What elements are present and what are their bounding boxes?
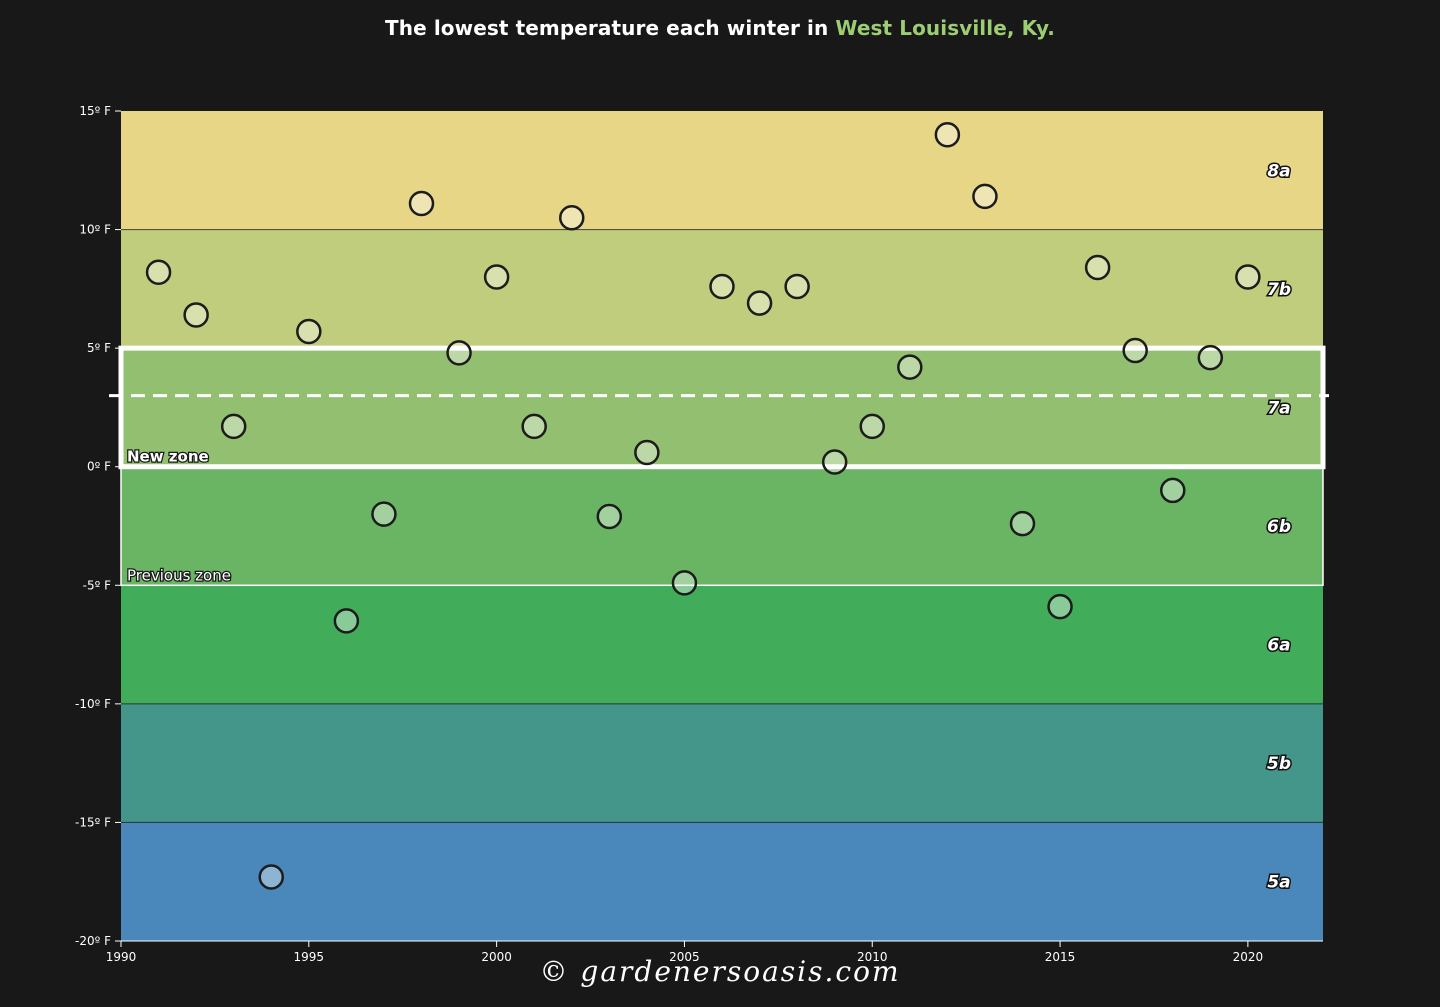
x-tick-label: 2010 [857, 950, 888, 964]
data-point-2015 [1047, 593, 1073, 620]
data-point-2012 [934, 121, 961, 148]
zone-label-7a: 7a [1267, 398, 1290, 418]
data-point-2013 [972, 183, 998, 210]
x-tick-label: 1990 [106, 950, 137, 964]
previous-zone-label: Previous zone [127, 566, 231, 584]
data-point-2000 [483, 264, 510, 290]
zone-band-5a [121, 822, 1323, 941]
y-tick-label: -5º F [83, 578, 111, 592]
data-point-2002 [559, 204, 585, 231]
data-point-1999 [446, 340, 472, 366]
zone-band-6b [121, 466, 1323, 586]
chart-title: The lowest temperature each winter in We… [0, 16, 1440, 40]
data-point-2006 [709, 273, 735, 300]
new-zone-outline [118, 345, 1326, 470]
data-point-2009 [821, 449, 848, 475]
data-point-1996 [333, 608, 360, 634]
zone-label-7b: 7b [1267, 280, 1291, 300]
data-point-2011 [897, 354, 923, 380]
data-point-2016 [1084, 254, 1111, 281]
zone-label-6b: 6b [1267, 517, 1291, 537]
data-point-1997 [371, 501, 397, 527]
zone-bands [121, 111, 1323, 941]
data-point-2018 [1160, 477, 1186, 504]
zone-labels: 8a 7b 7a 6b 6a 5b 5a [1266, 160, 1293, 894]
data-point-1993 [220, 413, 247, 440]
data-point-2017 [1122, 337, 1148, 364]
data-point-2010 [859, 413, 885, 440]
data-point-2014 [1009, 510, 1036, 537]
data-point-1994 [258, 864, 284, 890]
zone-band-7b [121, 229, 1323, 349]
data-point-1998 [408, 190, 435, 217]
zone-label-5a: 5a [1267, 873, 1290, 893]
data-point-2003 [596, 503, 623, 530]
chart-title-main: The lowest temperature each winter in [385, 16, 836, 40]
data-point-1995 [296, 318, 322, 345]
zone-label-5b: 5b [1267, 754, 1291, 774]
x-tick-label: 2000 [481, 950, 512, 964]
y-tick-label: 15º F [79, 104, 111, 118]
data-point-2004 [634, 439, 660, 466]
data-point-2001 [521, 413, 547, 440]
watermark: © gardenersoasis.com [539, 955, 901, 988]
y-tick-label: -15º F [75, 815, 111, 829]
chart-title-place: West Louisville, Ky. [835, 16, 1055, 40]
zone-band-5b [121, 703, 1323, 823]
zone-label-6a: 6a [1267, 636, 1290, 656]
data-point-2007 [746, 290, 773, 316]
y-tick-label: 0º F [87, 460, 111, 474]
x-tick-label: 2020 [1233, 950, 1264, 964]
x-tick-label: 1995 [294, 950, 325, 964]
data-point-1991 [145, 259, 172, 286]
y-tick-label: 10º F [79, 223, 111, 237]
data-point-1992 [183, 302, 209, 328]
x-tick-label: 2005 [669, 950, 700, 964]
new-zone-label: New zone [127, 448, 209, 466]
y-tick-label: -20º F [75, 934, 111, 948]
zone-band-8a [121, 111, 1323, 230]
zone-band-7a [121, 348, 1323, 467]
zone-label-8a: 8a [1267, 161, 1290, 181]
zone-highlights: New zone Previous zone [109, 345, 1329, 587]
data-point-2005 [671, 570, 698, 596]
data-point-2008 [784, 273, 810, 300]
data-point-2020 [1235, 264, 1261, 290]
axes: 15º F 10º F 5º F 0º F -5º F -10º F -15º F -20º … [75, 104, 1323, 964]
y-tick-label: 5º F [87, 341, 111, 355]
y-tick-label: -10º F [75, 697, 111, 711]
x-tick-label: 2015 [1045, 950, 1076, 964]
data-point-2019 [1197, 344, 1224, 371]
data-points [145, 121, 1261, 890]
zone-band-6a [121, 585, 1323, 704]
